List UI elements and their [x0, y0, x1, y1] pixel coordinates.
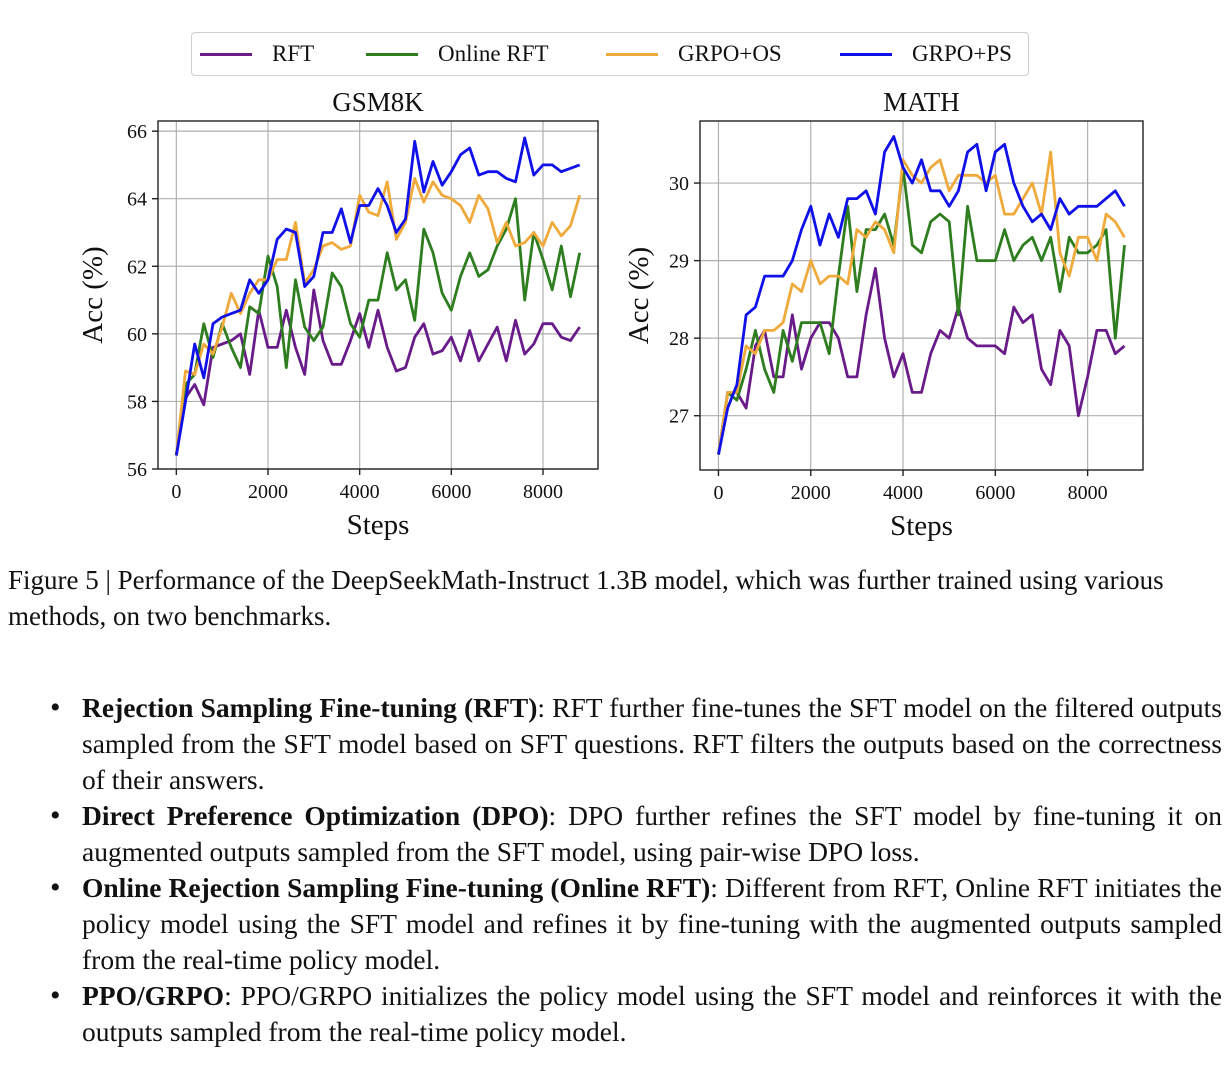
- legend-label-rft: RFT: [272, 41, 315, 66]
- y-tick-label: 64: [127, 189, 147, 211]
- list-item-text: : DPO further refines the SFT model by f…: [82, 800, 1222, 867]
- x-tick-label: 2000: [248, 481, 288, 503]
- list-item-ppo-grpo: PPO/GRPO: PPO/GRPO initializes the polic…: [46, 978, 1222, 1050]
- series-line-rft: [717, 266, 1126, 455]
- chart-legend: RFT Online RFT GRPO+OS GRPO+PS: [191, 32, 1029, 76]
- legend-item-grpo-ps: GRPO+PS: [840, 33, 1012, 75]
- gsm8k-chart: GSM8K 0 2000 4000 6000 8000 56 58 60 62 64 66 Steps A…: [77, 87, 599, 541]
- series-line-grpo-ps: [174, 136, 581, 456]
- list-item-term: PPO/GRPO: [82, 980, 225, 1011]
- math-chart: MATH 0 2000 4000 6000 8000 27 28 29 30 Steps Acc (%…: [623, 87, 1144, 542]
- series-line-grpo-os: [717, 150, 1126, 455]
- list-item-term: Rejection Sampling Fine-tuning (RFT): [82, 692, 538, 723]
- legend-label-grpo-os: GRPO+OS: [678, 41, 782, 66]
- chart-title-math: MATH: [883, 87, 960, 117]
- legend-line-grpo-os: [606, 52, 658, 56]
- x-axis-label: Steps: [347, 509, 410, 541]
- legend-line-rft: [200, 52, 252, 56]
- list-item-text: : PPO/GRPO initializes the policy model …: [82, 980, 1222, 1047]
- y-tick-label: 60: [127, 324, 147, 346]
- series-line-grpo-os: [174, 177, 582, 456]
- legend-line-grpo-ps: [840, 52, 892, 56]
- y-tick-label: 66: [127, 121, 147, 143]
- x-tick-label: 0: [713, 482, 723, 504]
- plot-frame: [699, 120, 1144, 471]
- list-item-online-rft: Online Rejection Sampling Fine-tuning (O…: [46, 870, 1222, 978]
- legend-label-grpo-ps: GRPO+PS: [912, 41, 1012, 66]
- y-tick-label: 58: [127, 391, 147, 413]
- x-axis-label: Steps: [890, 510, 953, 542]
- figure-caption: Figure 5 | Performance of the DeepSeekMa…: [8, 565, 1164, 631]
- list-item-text: : RFT further fine-tunes the SFT model o…: [82, 692, 1223, 795]
- legend-item-rft: RFT: [200, 33, 314, 75]
- list-item-text: : Different from RFT, Online RFT initiat…: [82, 872, 1222, 975]
- x-tick-label: 2000: [791, 482, 831, 504]
- method-list: Rejection Sampling Fine-tuning (RFT): RF…: [46, 690, 1222, 1050]
- plot-frame: [157, 120, 599, 470]
- legend-label-online-rft: Online RFT: [438, 41, 549, 66]
- series-line-online-rft: [717, 166, 1126, 455]
- x-tick-label: 4000: [883, 482, 923, 504]
- series-line-rft: [174, 288, 581, 456]
- list-item-term: Online Rejection Sampling Fine-tuning (O…: [82, 872, 711, 903]
- y-tick-label: 29: [669, 251, 689, 273]
- y-tick-label: 56: [127, 459, 147, 481]
- x-tick-label: 8000: [523, 481, 563, 503]
- list-item-term: Direct Preference Optimization (DPO): [82, 800, 549, 831]
- y-axis-label: Acc (%): [77, 246, 109, 343]
- x-tick-label: 4000: [340, 481, 380, 503]
- list-item-rft: Rejection Sampling Fine-tuning (RFT): RF…: [46, 690, 1222, 798]
- chart-title-gsm8k: GSM8K: [332, 87, 424, 117]
- legend-item-grpo-os: GRPO+OS: [606, 33, 782, 75]
- series-line-online-rft: [174, 197, 582, 456]
- x-tick-label: 6000: [431, 481, 471, 503]
- y-tick-label: 30: [669, 173, 689, 195]
- y-axis-label: Acc (%): [623, 247, 655, 344]
- x-tick-label: 8000: [1068, 482, 1108, 504]
- y-tick-label: 27: [669, 406, 689, 428]
- list-item-dpo: Direct Preference Optimization (DPO): DP…: [46, 798, 1222, 870]
- series-line-grpo-ps: [717, 135, 1126, 455]
- x-tick-label: 0: [171, 481, 181, 503]
- legend-line-online-rft: [366, 52, 418, 56]
- y-tick-label: 28: [669, 328, 689, 350]
- y-tick-label: 62: [127, 256, 147, 278]
- legend-item-online-rft: Online RFT: [366, 33, 549, 75]
- x-tick-label: 6000: [975, 482, 1015, 504]
